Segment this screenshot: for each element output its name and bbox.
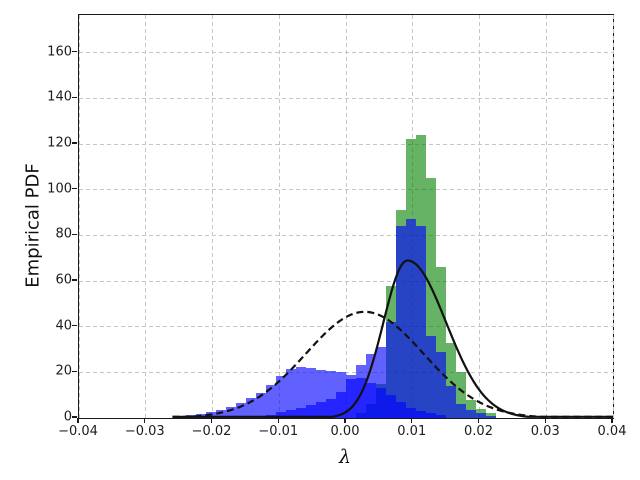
green-histogram-bar [466,399,477,418]
x-tick-label: −0.03 [124,424,165,439]
broad-blue-histogram-bar [225,406,236,418]
x-tick-mark [544,418,546,423]
fit-curves-layer [172,259,613,418]
x-tick-label: −0.02 [191,424,232,439]
x-tick-label: 0.01 [397,424,427,439]
broad-blue-histogram-bar [215,409,226,418]
y-tick-label: 140 [47,89,72,105]
y-axis-label: Empirical PDF [22,163,44,288]
sharp-blue-histogram-bar [325,398,336,418]
histogram-bars-layer [79,15,613,418]
gridline-vertical [78,15,80,418]
x-tick-mark [77,418,79,423]
sharp-blue-histogram-bar [436,351,447,418]
y-tick-mark [72,142,77,144]
gridline-horizontal [79,280,613,282]
y-tick-label: 40 [55,318,72,334]
x-tick-mark [210,418,213,423]
y-tick-mark [72,324,77,327]
x-tick-mark [277,418,279,423]
y-tick-mark [72,96,77,99]
y-tick-label: 160 [47,44,72,60]
sharp-blue-histogram-bar [285,410,296,418]
sharp-blue-histogram-bar [396,226,407,418]
y-tick-label: 80 [55,226,72,242]
x-tick-mark [477,418,480,423]
x-tick-label: −0.04 [58,424,98,439]
sharp-blue-histogram-bar [295,407,306,418]
grid-layer [78,15,614,418]
gridline-horizontal [79,326,613,328]
gridline-vertical [479,15,480,418]
green-histogram-bar [446,342,457,418]
sharp-blue-histogram-bar [275,412,286,418]
y-tick-label: 100 [47,181,72,197]
sharp-blue-histogram-bar [466,410,477,418]
gridline-vertical [612,15,614,418]
green-histogram-bar [456,372,467,418]
x-tick-label: 0.03 [530,424,560,439]
x-tick-label: 0.00 [330,424,360,439]
dashed-fit-curve [172,310,613,418]
gridline-horizontal [79,371,613,373]
sharp-blue-histogram-bar [476,413,487,418]
y-tick-mark [72,370,77,373]
y-tick-mark [72,416,77,418]
plot-area [78,14,614,419]
sharp-blue-histogram-bar [416,226,427,418]
x-tick-mark [611,418,613,423]
sharp-blue-histogram-bar [456,404,467,418]
gridline-vertical [278,15,280,418]
sharp-blue-histogram-bar [315,402,326,418]
x-tick-mark [411,418,413,423]
broad-blue-histogram-bar [295,366,306,418]
gridline-vertical [212,15,213,418]
gridline-horizontal [79,189,613,191]
gridline-horizontal [79,52,613,54]
y-tick-mark [72,233,77,236]
sharp-blue-histogram-bar [486,415,497,418]
gridline-horizontal [79,97,613,99]
gridline-vertical [545,15,547,418]
y-tick-mark [72,50,77,53]
y-tick-label: 120 [47,135,72,151]
x-tick-label: −0.01 [258,424,299,439]
sharp-blue-histogram-bar [335,391,346,418]
y-tick-label: 0 [63,409,72,425]
y-tick-mark [72,279,77,281]
broad-blue-histogram-bar [265,384,276,418]
green-histogram-bar [436,267,447,418]
sharp-blue-histogram-bar [366,354,377,418]
broad-blue-histogram-bar [325,371,336,418]
sharp-blue-histogram-bar [305,405,316,418]
broad-blue-histogram-bar [255,392,266,418]
sharp-blue-histogram-bar [386,322,397,418]
x-tick-label: 0.02 [464,424,493,439]
x-tick-mark [344,418,346,423]
broad-blue-histogram-bar [315,370,326,418]
broad-blue-histogram-bar [235,402,246,418]
broad-blue-histogram-bar [305,367,316,418]
x-axis-label: λ [338,446,352,468]
x-tick-label: 0.04 [597,424,627,439]
broad-blue-histogram-bar [245,398,256,418]
broad-blue-histogram-bar [275,375,286,418]
gridline-vertical [145,15,147,418]
sharp-blue-histogram-bar [426,335,437,418]
sharp-blue-histogram-bar [406,219,417,418]
y-tick-mark [72,187,77,190]
sharp-blue-histogram-bar [376,347,387,418]
gridline-horizontal [79,143,613,145]
gridline-vertical [345,15,347,418]
green-histogram-bar [426,178,437,418]
x-tick-mark [144,418,146,423]
gridline-horizontal [79,234,613,236]
y-tick-label: 20 [55,363,72,379]
sharp-blue-histogram-bar [446,386,457,418]
y-tick-label: 60 [55,272,72,288]
solid-fit-curve [172,259,613,418]
broad-blue-histogram-bar [285,368,296,418]
sharp-blue-histogram-bar [346,379,356,418]
